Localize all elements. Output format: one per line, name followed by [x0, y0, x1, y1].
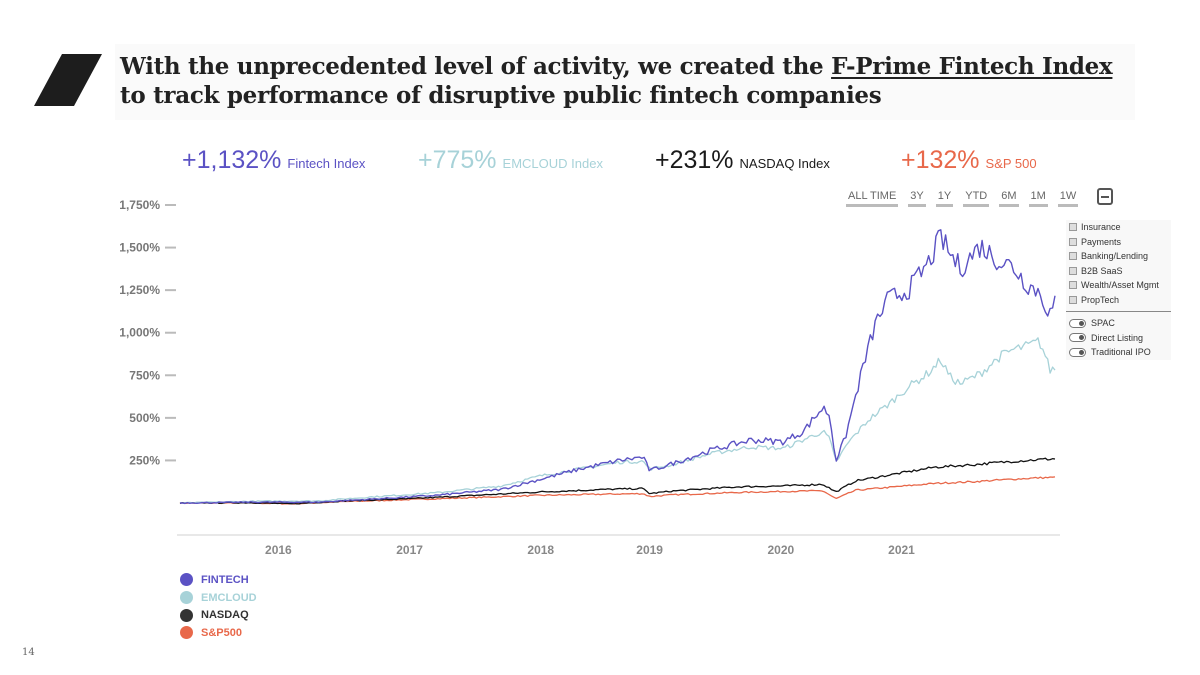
toggle-icon — [1069, 318, 1086, 328]
y-tick-label: 1,250% — [119, 283, 160, 297]
series-line-emcloud — [179, 337, 1056, 504]
x-tick-label: 2019 — [636, 543, 663, 557]
stat-emcloud-name: EMCLOUD Index — [502, 156, 603, 171]
range-all-time[interactable]: ALL TIME — [846, 190, 899, 207]
title-line2: to track performance of disruptive publi… — [120, 82, 882, 109]
checkbox-icon — [1069, 252, 1077, 261]
filter-b2b-saas[interactable]: B2B SaaS — [1066, 264, 1171, 279]
toggle-icon — [1069, 347, 1086, 357]
legend-emcloud[interactable]: EMCLOUD — [180, 589, 257, 607]
brand-logo — [34, 54, 102, 106]
legend-dot — [180, 608, 193, 622]
x-tick-label: 2018 — [527, 543, 554, 557]
stat-nasdaq-pct: +231% — [655, 146, 734, 174]
range-1w[interactable]: 1W — [1057, 190, 1079, 207]
x-tick-label: 2016 — [265, 543, 292, 557]
filter-label: PropTech — [1081, 294, 1120, 305]
filter-label: Wealth/Asset Mgmt — [1081, 280, 1159, 291]
checkbox-icon — [1069, 295, 1077, 304]
collapse-filters-button[interactable] — [1097, 188, 1113, 205]
stat-emcloud-pct: +775% — [418, 146, 497, 174]
filter-label: Banking/Lending — [1081, 251, 1149, 262]
toggle-traditional-ipo[interactable]: Traditional IPO — [1066, 345, 1171, 360]
stat-sp500: +132% S&P 500 — [901, 146, 1037, 175]
series-line-fintech — [180, 229, 1056, 505]
range-3y[interactable]: 3Y — [908, 190, 926, 207]
filter-divider — [1066, 311, 1171, 312]
series-line-nasdaq — [179, 457, 1056, 505]
range-1y[interactable]: 1Y — [935, 190, 954, 207]
legend-nasdaq[interactable]: NASDAQ — [180, 606, 257, 624]
filter-banking-lending[interactable]: Banking/Lending — [1066, 249, 1171, 264]
legend-label: EMCLOUD — [201, 591, 257, 604]
range-1m[interactable]: 1M — [1028, 190, 1048, 207]
y-tick-label: 250% — [129, 453, 160, 467]
filter-proptech[interactable]: PropTech — [1066, 293, 1171, 308]
stat-fintech-pct: +1,132% — [182, 146, 282, 174]
page-title: With the unprecedented level of activity… — [120, 52, 1113, 110]
toggle-spac[interactable]: SPAC — [1066, 316, 1171, 331]
filter-label: Insurance — [1081, 222, 1121, 233]
legend-fintech[interactable]: FINTECH — [180, 571, 257, 589]
y-tick-label: 500% — [129, 411, 160, 425]
toggle-label: Traditional IPO — [1091, 347, 1151, 358]
checkbox-icon — [1069, 266, 1077, 275]
filter-label: B2B SaaS — [1081, 265, 1123, 276]
legend-dot — [180, 591, 193, 605]
toggle-label: Direct Listing — [1091, 332, 1144, 343]
stat-sp500-pct: +132% — [901, 146, 980, 174]
filter-insurance[interactable]: Insurance — [1066, 220, 1171, 235]
toggle-direct-listing[interactable]: Direct Listing — [1066, 331, 1171, 346]
legend-label: FINTECH — [201, 573, 249, 586]
legend-label: NASDAQ — [201, 609, 249, 622]
filter-panel: Insurance Payments Banking/Lending B2B S… — [1066, 220, 1171, 360]
range-ytd[interactable]: YTD — [963, 190, 990, 207]
stat-sp500-name: S&P 500 — [985, 156, 1037, 171]
toggle-icon — [1069, 333, 1086, 343]
stat-nasdaq-name: NASDAQ Index — [739, 156, 830, 171]
chart-legend: FINTECH EMCLOUD NASDAQ S&P500 — [180, 571, 257, 642]
checkbox-icon — [1069, 223, 1077, 232]
stat-emcloud: +775% EMCLOUD Index — [418, 146, 603, 175]
legend-label: S&P500 — [201, 626, 242, 639]
x-tick-label: 2017 — [396, 543, 423, 557]
toggle-label: SPAC — [1091, 318, 1115, 329]
legend-dot — [180, 626, 193, 640]
filter-wealth-asset-mgmt[interactable]: Wealth/Asset Mgmt — [1066, 278, 1171, 293]
y-tick-label: 750% — [129, 368, 160, 382]
y-tick-label: 1,750% — [119, 198, 160, 212]
title-box — [115, 44, 1135, 120]
range-6m[interactable]: 6M — [999, 190, 1019, 207]
filter-label: Payments — [1081, 236, 1122, 247]
stat-fintech-name: Fintech Index — [287, 156, 366, 171]
legend-sp500[interactable]: S&P500 — [180, 624, 257, 642]
stat-nasdaq: +231% NASDAQ Index — [655, 146, 830, 175]
series-line-sp500 — [179, 476, 1056, 505]
fintech-index-link[interactable]: F-Prime Fintech Index — [831, 53, 1113, 80]
y-tick-label: 1,000% — [119, 326, 160, 340]
stat-fintech: +1,132% Fintech Index — [182, 146, 365, 175]
x-tick-label: 2021 — [888, 543, 915, 557]
y-tick-label: 1,500% — [119, 241, 160, 255]
x-tick-label: 2020 — [767, 543, 794, 557]
checkbox-icon — [1069, 237, 1077, 246]
legend-dot — [180, 573, 193, 587]
filter-payments[interactable]: Payments — [1066, 235, 1171, 250]
page-number: 14 — [22, 647, 35, 658]
checkbox-icon — [1069, 281, 1077, 290]
time-range-selector: ALL TIME 3Y 1Y YTD 6M 1M 1W — [846, 190, 1079, 207]
title-line1: With the unprecedented level of activity… — [120, 53, 832, 80]
